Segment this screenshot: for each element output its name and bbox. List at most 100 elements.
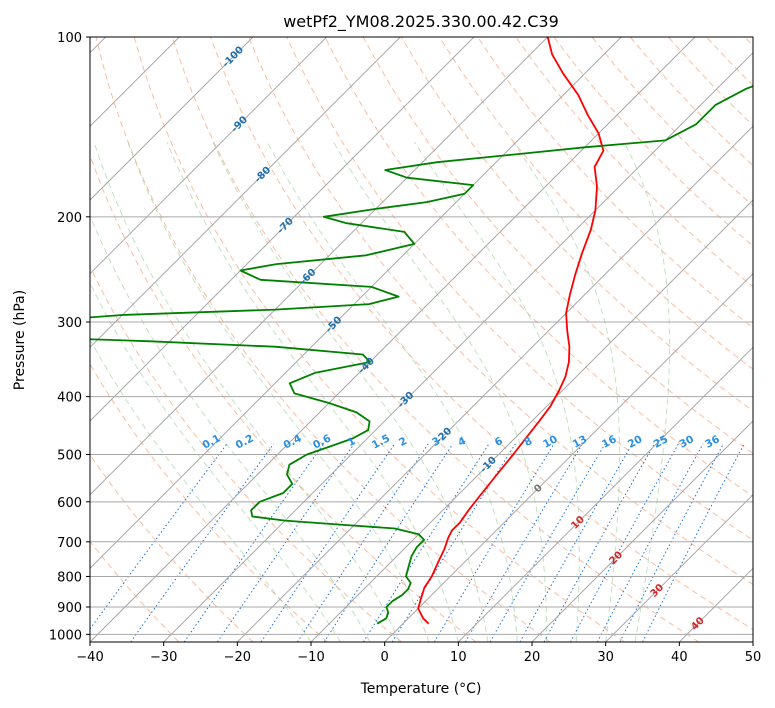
y-tick-label: 1000 xyxy=(49,628,82,643)
y-axis-label: Pressure (hPa) xyxy=(12,290,28,390)
dry-adiabat xyxy=(95,37,551,642)
y-tick-label: 400 xyxy=(57,391,82,406)
mixing-ratio-label: 30 xyxy=(677,433,696,450)
isotherm-line xyxy=(90,37,254,201)
y-tick-label: 600 xyxy=(57,496,82,511)
mixing-ratio-label: 13 xyxy=(571,433,590,450)
isotherm-label: -90 xyxy=(229,114,250,135)
dry-adiabat xyxy=(400,37,753,412)
x-tick-label: −30 xyxy=(150,650,177,665)
x-tick-label: 10 xyxy=(450,650,467,665)
chart-title: wetPf2_YM08.2025.330.00.42.C39 xyxy=(283,12,559,32)
dewpoint-line xyxy=(90,85,753,625)
dry-adiabat xyxy=(438,37,753,370)
mixing-ratio-line xyxy=(130,443,275,642)
moist-adiabat xyxy=(267,141,518,642)
x-tick-label: −40 xyxy=(76,650,103,665)
dry-adiabat xyxy=(133,37,625,642)
dry-adiabat xyxy=(668,37,753,127)
dry-adiabat xyxy=(286,37,753,541)
dry-adiabat xyxy=(362,37,753,455)
mixing-ratio-line xyxy=(519,443,633,642)
moist-adiabat xyxy=(623,141,671,642)
dry-adiabat xyxy=(90,265,403,642)
x-tick-label: −10 xyxy=(297,650,324,665)
y-tick-label: 800 xyxy=(57,570,82,585)
isotherm-line xyxy=(384,272,753,642)
isotherm-line xyxy=(236,125,753,642)
moist-adiabat xyxy=(212,141,489,642)
x-tick-label: 50 xyxy=(745,650,762,665)
isotherm-label: -50 xyxy=(324,315,345,336)
dry-adiabat xyxy=(515,37,753,288)
mixing-ratio-label: 6 xyxy=(493,435,505,449)
isotherm-label: -80 xyxy=(253,165,274,186)
isotherm-line xyxy=(90,37,401,349)
isotherm-line xyxy=(678,567,753,642)
mixing-ratio-line xyxy=(543,443,655,642)
mixing-ratio-line xyxy=(362,443,490,642)
dry-adiabat xyxy=(210,37,753,631)
mixing-ratio-line xyxy=(183,443,324,642)
isotherm-label: -70 xyxy=(275,216,296,237)
isotherm-label: 10 xyxy=(569,514,587,532)
mixing-ratio-line xyxy=(323,443,454,642)
dry-adiabat xyxy=(90,453,254,642)
mixing-ratio-line xyxy=(297,443,429,642)
isotherm-line xyxy=(605,493,753,642)
dry-adiabat xyxy=(477,37,753,329)
mixing-ratio-line xyxy=(642,443,745,642)
dry-adiabat xyxy=(706,37,753,87)
mixing-ratio-line xyxy=(260,443,396,642)
x-tick-label: 40 xyxy=(671,650,688,665)
y-tick-label: 900 xyxy=(57,601,82,616)
mixing-ratio-line xyxy=(596,443,704,642)
mixing-ratio-label: 1.5 xyxy=(370,432,392,451)
moist-adiabat xyxy=(512,141,621,642)
moist-adiabat xyxy=(414,141,580,642)
x-axis-label: Temperature (°C) xyxy=(360,681,482,697)
background-lines xyxy=(90,37,753,642)
isotherm-line xyxy=(752,641,753,642)
mixing-ratio-line xyxy=(216,443,355,642)
grid-lines xyxy=(90,37,753,642)
mixing-ratio-label: 25 xyxy=(652,433,671,450)
mixing-ratio-line xyxy=(391,443,516,642)
dry-adiabat xyxy=(171,37,700,642)
y-tick-label: 300 xyxy=(57,316,82,331)
dry-adiabat xyxy=(248,37,753,586)
x-tick-label: −20 xyxy=(224,650,251,665)
isotherm-line xyxy=(531,420,753,642)
y-tick-label: 500 xyxy=(57,449,82,464)
isotherm-line xyxy=(90,37,622,570)
mixing-ratio-line xyxy=(464,443,583,642)
x-axis: −40 −30 −20 −10 0 10 20 30 40 50 xyxy=(76,642,761,665)
isotherm-line xyxy=(457,346,753,642)
mixing-ratio-label: 8 xyxy=(522,435,534,449)
isotherm-line xyxy=(163,51,753,642)
isotherm-label: 0 xyxy=(532,483,545,496)
profile-lines xyxy=(90,37,753,625)
isotherm-line xyxy=(90,37,328,275)
mixing-ratio-label: 0.6 xyxy=(311,432,333,451)
mixing-ratio-label: 36 xyxy=(703,433,722,450)
mixing-ratio-line xyxy=(433,443,555,642)
isotherm-line xyxy=(90,37,696,642)
plot-frame xyxy=(89,36,754,643)
mixing-ratio-label: 0.2 xyxy=(234,432,256,451)
x-tick-label: 20 xyxy=(524,650,541,665)
moist-adiabat xyxy=(90,338,312,642)
y-tick-label: 200 xyxy=(57,211,82,226)
dry-adiabat xyxy=(591,37,753,207)
y-tick-label: 100 xyxy=(57,31,82,46)
isotherm-label: 40 xyxy=(689,615,707,633)
dry-adiabat xyxy=(324,37,753,498)
mixing-ratio-label: 10 xyxy=(541,433,560,450)
moist-adiabat xyxy=(333,141,548,642)
isotherm-line xyxy=(90,37,549,496)
moist-adiabat xyxy=(90,281,341,642)
dry-adiabat xyxy=(744,37,753,47)
isotherm-line xyxy=(90,37,475,422)
moist-adiabat xyxy=(166,142,459,642)
